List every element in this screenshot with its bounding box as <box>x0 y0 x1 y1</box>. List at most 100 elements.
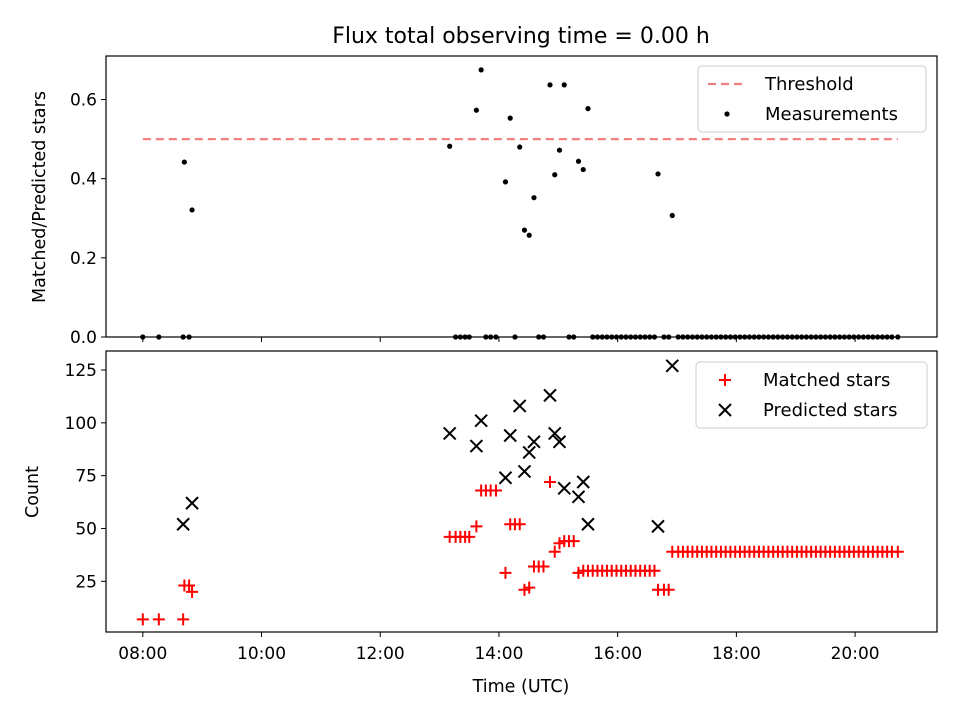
predicted-stars-point <box>474 414 488 428</box>
top-y-tick-label: 0.2 <box>70 249 97 269</box>
bottom-y-axis-label: Count <box>23 466 43 518</box>
x-axis-label: Time (UTC) <box>472 677 570 697</box>
bottom-y-tick-label: 75 <box>75 467 97 487</box>
bottom-panel: 25 50 75 100 125 08:00 10:00 12:00 14:00 16:00 18… <box>23 350 938 697</box>
top-y-tick-label: 0.6 <box>70 91 97 111</box>
predicted-stars-point <box>552 435 567 449</box>
bottom-y-tick-label: 100 <box>65 414 97 434</box>
predicted-stars-point <box>185 496 199 510</box>
measurements-point <box>189 207 195 213</box>
predicted-stars-point <box>517 464 532 479</box>
measurements-point <box>521 227 528 233</box>
matched-stars-point <box>543 475 556 488</box>
matched-stars-point <box>648 564 661 577</box>
x-tick-label: 14:00 <box>474 644 523 664</box>
x-tick-label: 08:00 <box>118 644 167 664</box>
top-y-axis: 0.0 0.2 0.4 0.6 <box>70 91 106 348</box>
legend-measurements-swatch <box>724 111 730 117</box>
bottom-legend-box <box>695 361 928 429</box>
matched-stars-point <box>177 613 190 626</box>
predicted-stars-point <box>503 428 517 443</box>
top-x-axis <box>142 337 856 342</box>
legend-matched-swatch <box>719 374 731 386</box>
predicted-stars-point <box>522 445 536 460</box>
bottom-axes-frame <box>105 350 938 633</box>
bottom-y-tick-label: 25 <box>75 572 97 592</box>
matched-stars-point <box>186 585 199 598</box>
bottom-x-axis: 08:00 10:00 12:00 14:00 16:00 18:00 20:00 <box>118 632 880 664</box>
measurements-point <box>552 172 558 178</box>
matched-stars-point <box>513 518 526 531</box>
top-y-tick-label: 0.4 <box>70 170 97 190</box>
matched-stars-point <box>662 583 675 596</box>
legend-threshold-label: Threshold <box>764 74 854 95</box>
matched-stars-point <box>136 613 149 626</box>
top-y-axis-label: Matched/Predicted stars <box>30 91 50 303</box>
measurements-point <box>531 195 537 201</box>
top-legend-box <box>697 65 927 133</box>
measurements-point <box>655 171 661 177</box>
predicted-stars-point <box>527 435 541 449</box>
predicted-stars-point <box>548 426 562 441</box>
predicted-stars-point <box>442 426 457 441</box>
predicted-stars-point <box>651 519 665 534</box>
measurements-point <box>507 115 513 121</box>
top-plot-area <box>140 67 901 340</box>
bottom-y-tick-label: 125 <box>65 361 97 381</box>
legend-predicted-label: Predicted stars <box>763 400 897 421</box>
matched-stars-point <box>470 520 483 533</box>
predicted-stars-point <box>469 439 484 453</box>
x-tick-label: 16:00 <box>593 644 642 664</box>
measurements-point <box>526 232 532 238</box>
predicted-stars-point <box>498 471 513 485</box>
x-tick-label: 10:00 <box>237 644 286 664</box>
matched-stars-point <box>152 613 165 626</box>
top-axes-frame <box>105 55 938 338</box>
matched-stars-point <box>548 545 561 558</box>
matched-stars-point <box>183 579 196 592</box>
matched-stars-point <box>489 484 502 497</box>
legend-predicted-swatch <box>718 403 732 417</box>
predicted-stars-point <box>543 388 557 403</box>
chart-title: Flux total observing time = 0.00 h <box>332 24 710 49</box>
measurements-point <box>502 179 509 185</box>
measurements-point <box>181 159 187 165</box>
measurements-point <box>575 158 582 164</box>
bottom-y-tick-label: 50 <box>75 519 97 539</box>
bottom-plot-area <box>136 359 904 626</box>
predicted-stars-point <box>581 517 595 531</box>
bottom-legend: Matched stars Predicted stars <box>695 361 928 429</box>
predicted-stars-point <box>571 490 586 504</box>
measurements-point <box>478 67 484 73</box>
measurements-point <box>561 82 567 88</box>
predicted-stars-point <box>557 481 571 496</box>
matched-stars-point <box>463 530 476 543</box>
predicted-stars-point <box>513 399 527 413</box>
measurements-point <box>473 107 479 113</box>
matched-stars-point <box>523 581 536 594</box>
bottom-y-axis: 25 50 75 100 125 <box>65 361 106 592</box>
matched-stars-point <box>567 535 580 548</box>
measurements-point <box>556 147 563 153</box>
legend-measurements-label: Measurements <box>765 104 898 125</box>
predicted-stars-point <box>665 359 679 373</box>
measurements-point <box>517 144 523 150</box>
predicted-stars-point <box>576 475 590 489</box>
measurements-point <box>447 143 453 149</box>
legend-matched-label: Matched stars <box>763 370 890 391</box>
x-tick-label: 20:00 <box>831 644 880 664</box>
measurements-point <box>580 166 586 173</box>
top-panel: 0.0 0.2 0.4 0.6 Matched/Predicted stars Thr… <box>30 55 938 348</box>
x-tick-label: 12:00 <box>356 644 405 664</box>
x-tick-label: 18:00 <box>712 644 761 664</box>
matched-stars-point <box>499 566 512 579</box>
top-y-tick-label: 0.0 <box>70 328 97 348</box>
measurements-point <box>547 82 553 88</box>
measurements-point <box>669 212 675 219</box>
top-legend: Threshold Measurements <box>697 65 927 133</box>
matched-stars-point <box>891 545 904 558</box>
matched-stars-point <box>537 560 550 573</box>
predicted-stars-point <box>176 517 190 531</box>
measurements-point <box>585 106 591 112</box>
